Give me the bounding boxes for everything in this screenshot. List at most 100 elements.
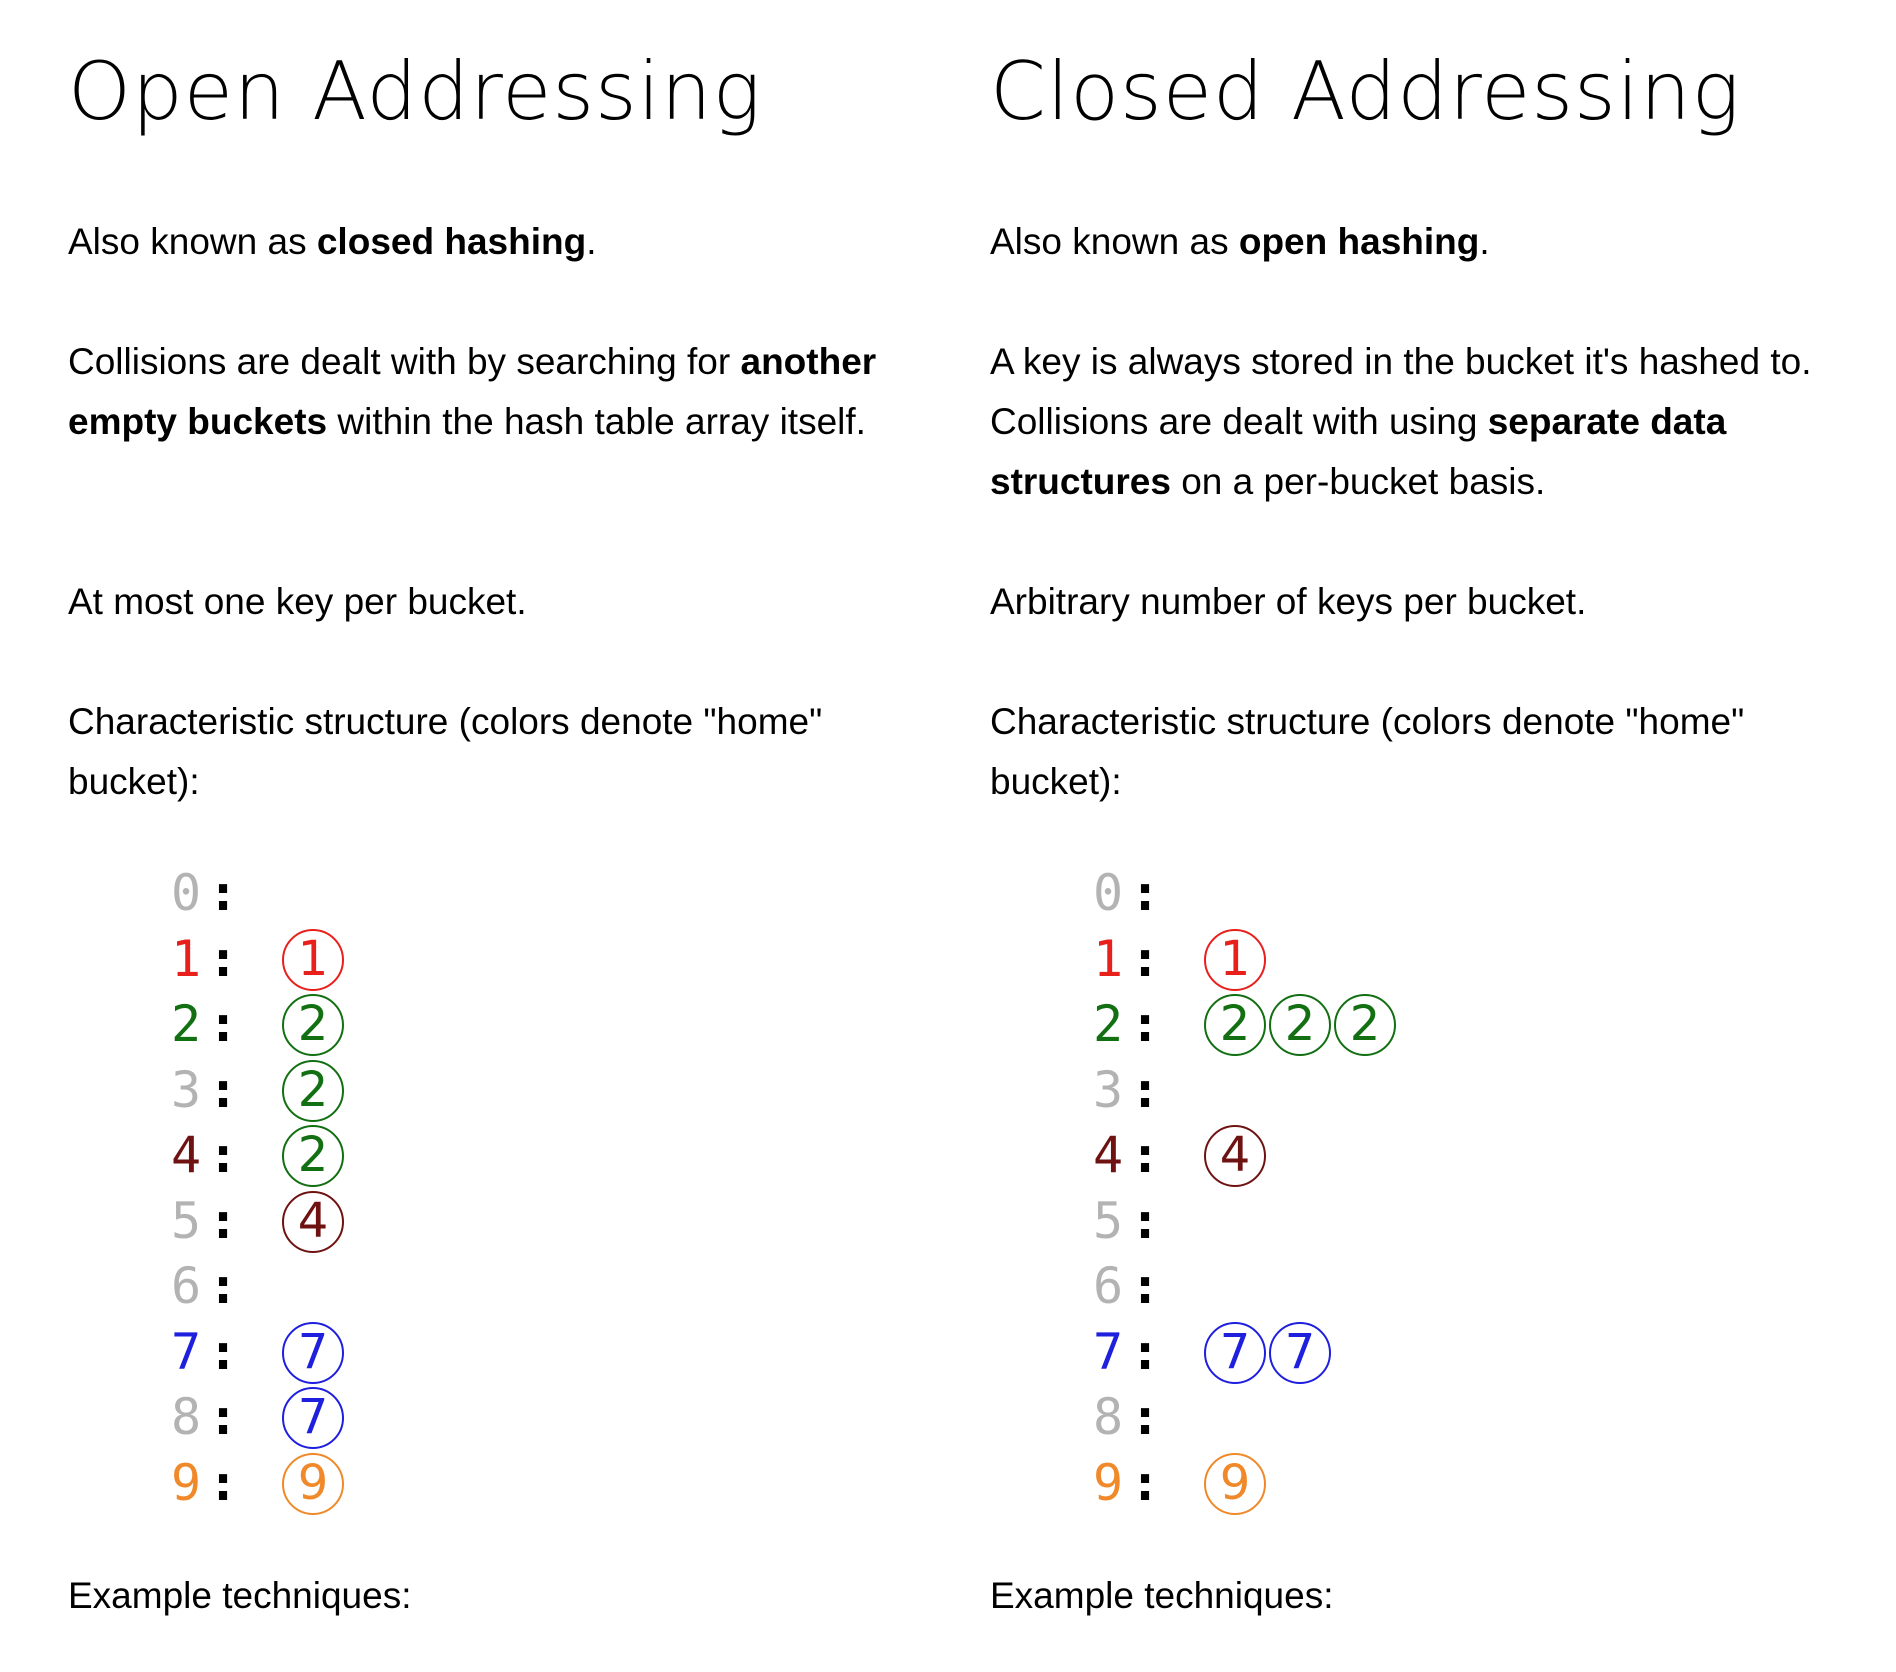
bucket-colon: :: [1130, 1060, 1161, 1119]
circled-key: 2: [1204, 994, 1266, 1056]
bucket-colon: :: [208, 929, 239, 988]
circled-key: 2: [1269, 994, 1331, 1056]
bucket-row: 6:: [1090, 1253, 1690, 1319]
aka-suffix: .: [586, 221, 597, 262]
bucket-index: 4: [170, 1126, 202, 1184]
circled-key: 4: [1204, 1125, 1266, 1187]
bucket-index: 3: [170, 1060, 202, 1119]
bucket-colon: :: [1130, 1453, 1161, 1512]
closed-addressing-description: A key is always stored in the bucket it'…: [990, 332, 1880, 512]
bucket-row: 8:: [1090, 1384, 1690, 1450]
aka-suffix: .: [1479, 221, 1490, 262]
open-addressing-capacity: At most one key per bucket.: [68, 581, 527, 622]
structure-line1: Characteristic structure (colors denote …: [990, 701, 1745, 742]
key-value: 2: [1219, 996, 1251, 1052]
key-value: 9: [1219, 1454, 1251, 1511]
bucket-colon: :: [1130, 1257, 1161, 1315]
bucket-index: 6: [170, 1257, 202, 1315]
collisions-line1-prefix: Collisions are dealt with by searching f…: [68, 341, 741, 382]
bucket-keys: 1: [282, 928, 347, 991]
structure-line2: bucket):: [990, 761, 1122, 802]
key-value: 1: [1219, 930, 1251, 987]
bucket-row: 9:9: [1090, 1450, 1690, 1516]
bucket-index: 9: [1092, 1453, 1124, 1512]
key-value: 7: [297, 1323, 329, 1380]
bucket-row: 5: 4: [168, 1188, 768, 1254]
bucket-row: 9:9: [168, 1450, 768, 1516]
open-addressing-collisions: Collisions are dealt with by searching f…: [68, 332, 958, 452]
collisions-line1-prefix: Collisions are dealt with using: [990, 401, 1488, 442]
bucket-row: 5:: [1090, 1188, 1690, 1254]
collisions-line2-bold: structures: [990, 461, 1171, 502]
open-addressing-column: Open Addressing Also known as closed has…: [68, 0, 948, 1672]
collisions-line1-bold: separate data: [1487, 401, 1727, 442]
circled-key: 1: [1204, 928, 1266, 991]
structure-line2: bucket):: [68, 761, 200, 802]
aka-term: open hashing: [1238, 221, 1480, 262]
key-value: 7: [1284, 1323, 1316, 1380]
circled-key: 2: [1334, 994, 1396, 1056]
key-value: 1: [297, 930, 329, 987]
bucket-colon: :: [208, 1453, 239, 1512]
bucket-colon: :: [208, 1191, 239, 1250]
bucket-row: 2:2: [168, 991, 768, 1057]
bucket-index: 4: [1092, 1126, 1124, 1184]
closed-addressing-aka: Also known as open hashing.: [990, 212, 1880, 272]
key-value: 2: [297, 1061, 329, 1118]
collisions-line1-bold: another: [740, 341, 877, 382]
bucket-row: 4:4: [1090, 1122, 1690, 1188]
key-value: 9: [297, 1454, 329, 1511]
circled-key: 1: [282, 928, 344, 991]
bucket-colon: :: [1130, 929, 1161, 988]
bucket-index: 7: [1092, 1322, 1124, 1381]
bucket-row: 6:: [168, 1253, 768, 1319]
circled-key: 7: [1269, 1321, 1331, 1384]
collisions-line2-bold: empty buckets: [68, 401, 328, 442]
bucket-index: 2: [1092, 995, 1124, 1053]
bucket-keys: 9: [1204, 1452, 1269, 1515]
bucket-row: 8: 7: [168, 1384, 768, 1450]
bucket-row: 3:: [1090, 1057, 1690, 1123]
bucket-index: 7: [170, 1322, 202, 1381]
bucket-colon: :: [208, 1060, 239, 1119]
aka-term: closed hashing: [316, 221, 587, 262]
structure-line1: Characteristic structure (colors denote …: [68, 701, 823, 742]
bucket-index: 3: [1092, 1060, 1124, 1119]
bucket-colon: :: [1130, 1322, 1161, 1381]
bucket-colon: :: [1130, 995, 1161, 1053]
key-value: 7: [1219, 1323, 1251, 1380]
open-addressing-structure-caption: Characteristic structure (colors denote …: [68, 692, 958, 812]
closed-addressing-techniques-label: Example techniques:: [990, 1575, 1334, 1616]
bucket-index: 0: [170, 864, 202, 922]
bucket-index: 1: [1092, 929, 1124, 988]
bucket-colon: :: [208, 1126, 239, 1184]
bucket-row: 0:: [168, 860, 768, 926]
circled-key: 7: [282, 1321, 344, 1384]
open-addressing-techniques-label: Example techniques:: [68, 1575, 412, 1616]
circled-key: 2: [282, 1059, 344, 1122]
key-value: 7: [297, 1389, 329, 1445]
circled-key: 9: [282, 1452, 344, 1515]
bucket-keys: 1: [1204, 928, 1269, 991]
bucket-keys: 2: [282, 1059, 347, 1122]
key-value: 2: [1284, 996, 1316, 1052]
bucket-colon: :: [1130, 1126, 1161, 1184]
closed-addressing-title: Closed Addressing: [990, 45, 1741, 138]
bucket-colon: :: [1130, 1388, 1161, 1446]
bucket-index: 2: [170, 995, 202, 1053]
bucket-index: 8: [170, 1388, 202, 1446]
open-addressing-title: Open Addressing: [68, 45, 762, 138]
bucket-row: 7:7: [168, 1319, 768, 1385]
bucket-index: 5: [1092, 1191, 1124, 1250]
key-value: 4: [1219, 1127, 1251, 1183]
bucket-colon: :: [208, 1388, 239, 1446]
bucket-row: 1:1: [168, 926, 768, 992]
circled-key: 4: [282, 1190, 344, 1253]
key-value: 2: [297, 1127, 329, 1183]
collisions-line2-suffix: on a per-bucket basis.: [1170, 461, 1546, 502]
bucket-keys: 2: [282, 1125, 347, 1187]
stored-line: A key is always stored in the bucket it'…: [990, 341, 1812, 382]
